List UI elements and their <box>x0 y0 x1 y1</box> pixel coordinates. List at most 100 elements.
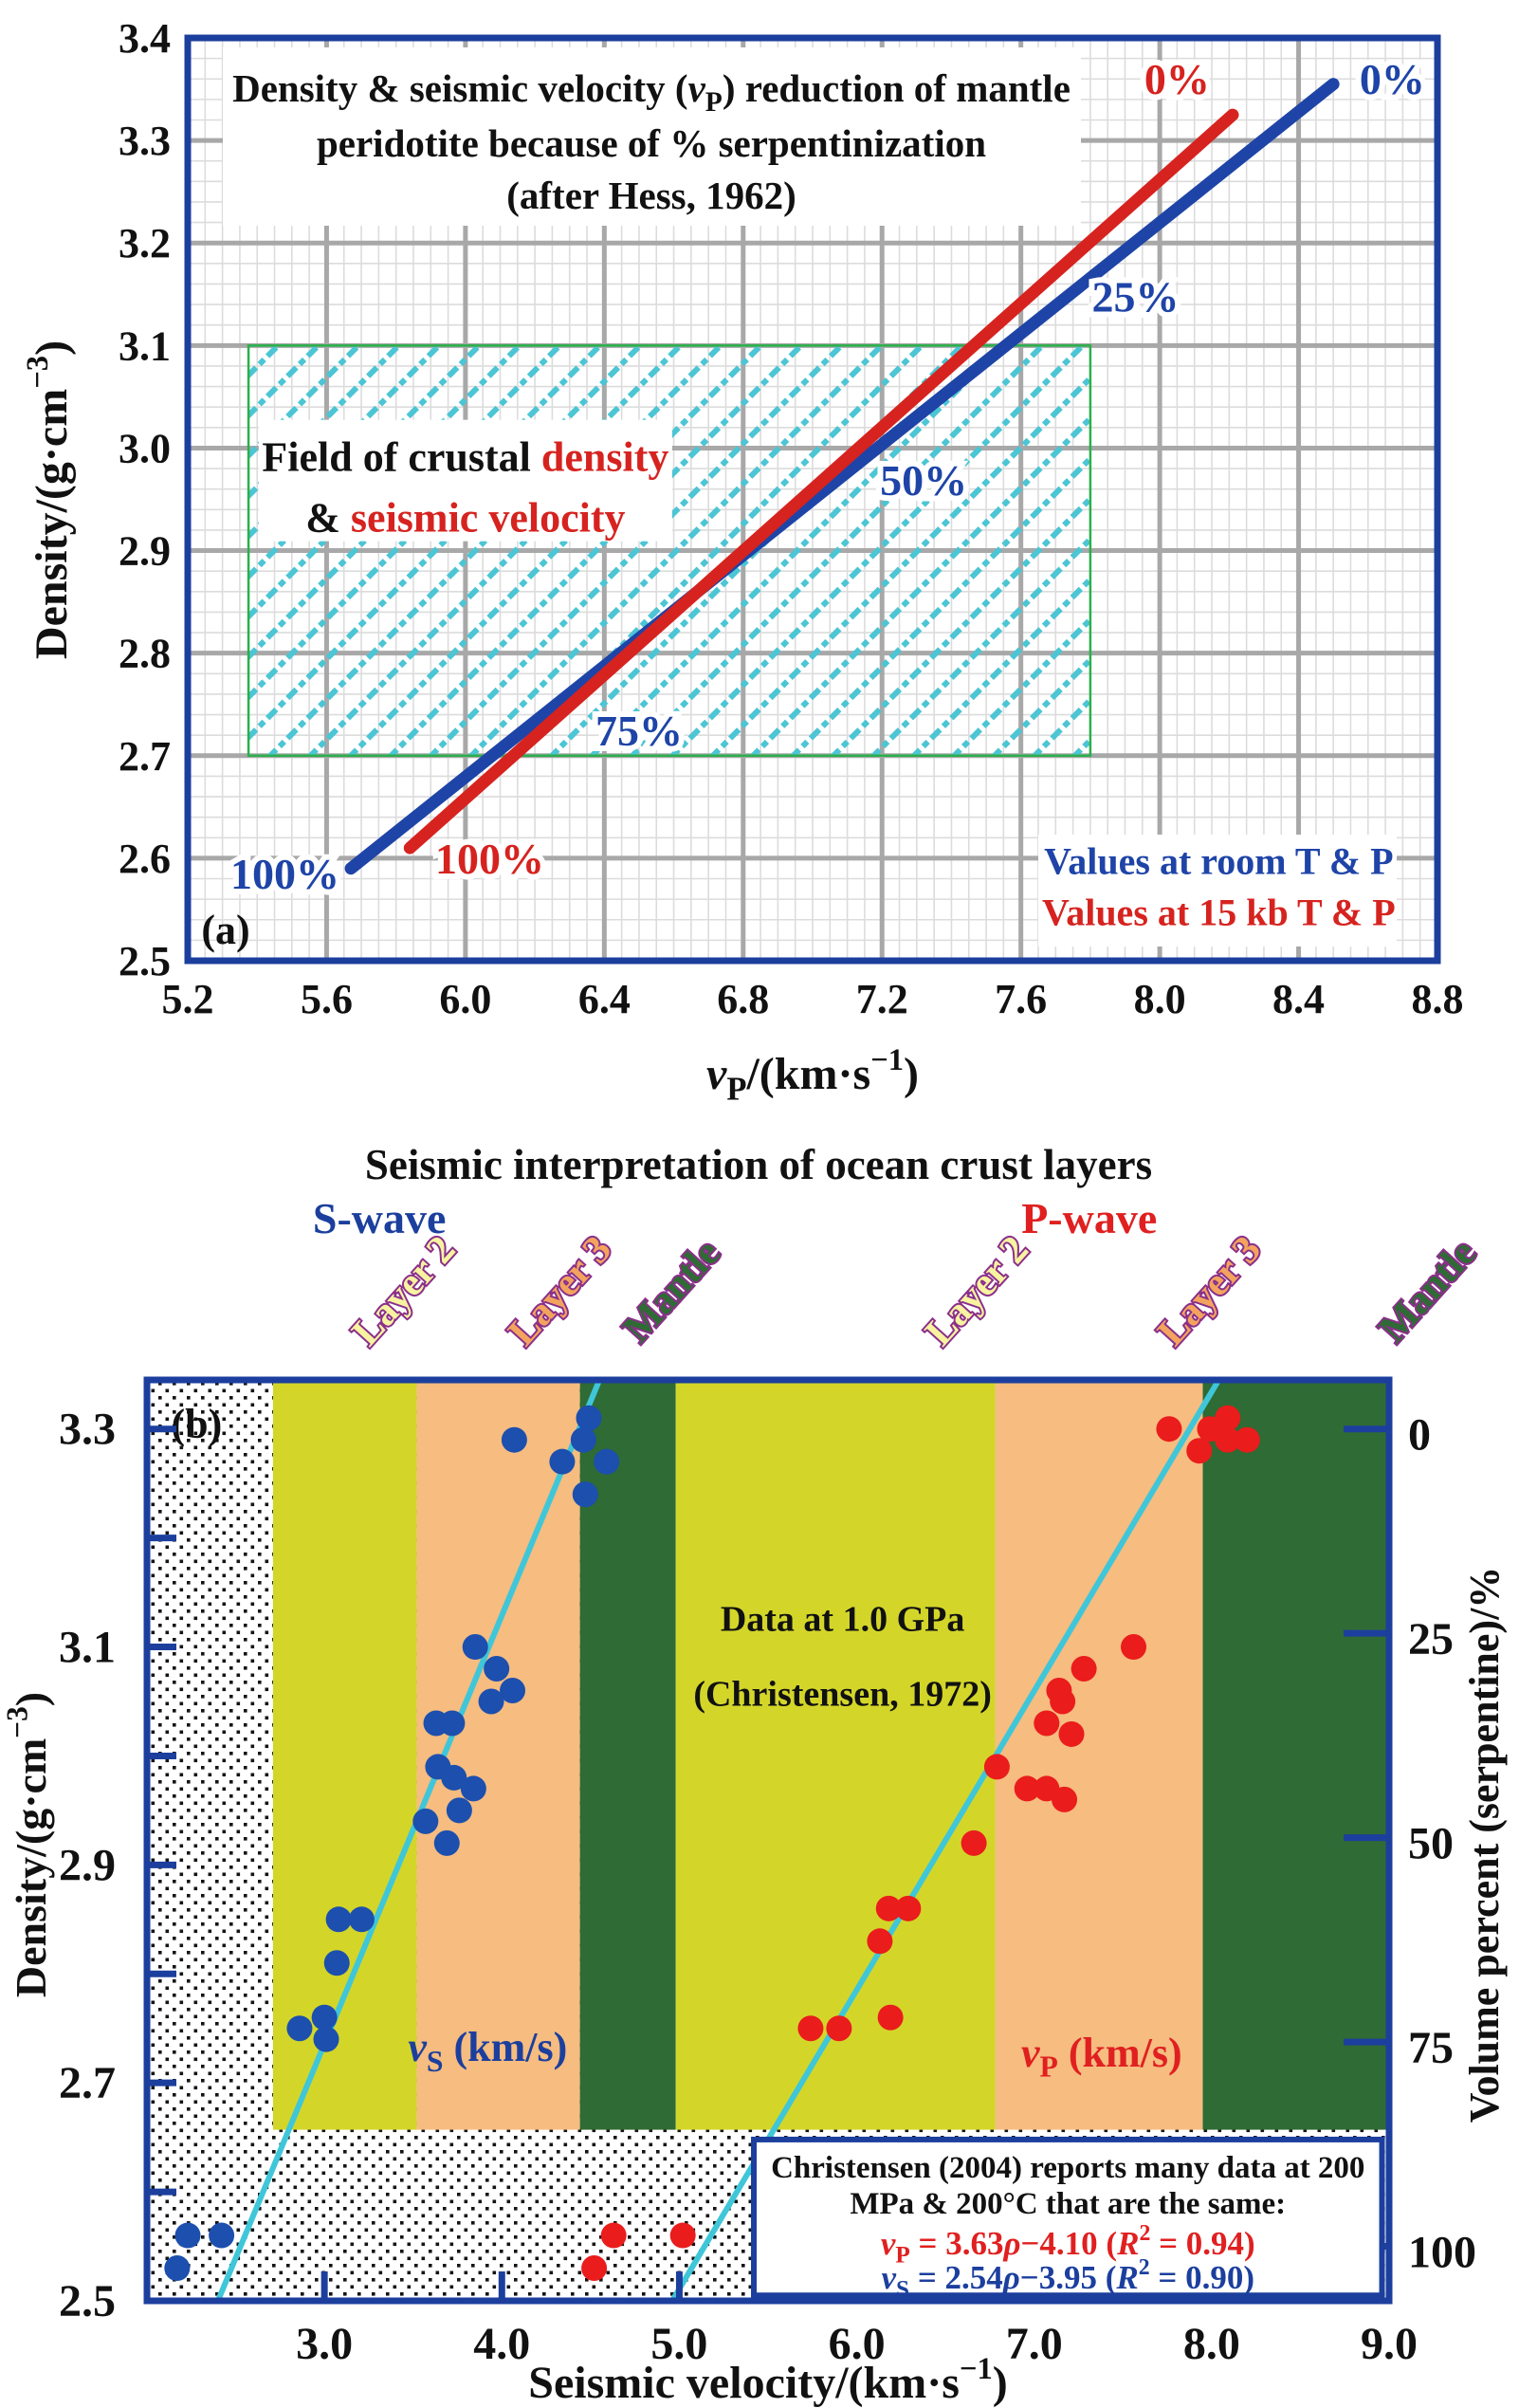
panel-a: Field of crustal density & seismic veloci… <box>21 15 1464 1108</box>
x-tick-label-b: 7.0 <box>1006 2319 1063 2369</box>
x-axis-title-a: vP/(km·s−1) <box>706 1043 919 1108</box>
s-wave-point <box>501 1426 527 1453</box>
y-tick-label-a: 2.9 <box>119 527 171 574</box>
y-tick-label-a: 3.0 <box>119 425 171 471</box>
band-layer2-s <box>272 1380 417 2130</box>
x-tick-label-a: 7.6 <box>995 976 1047 1022</box>
p-wave-point <box>1121 1634 1147 1661</box>
s-wave-point <box>576 1405 602 1431</box>
percent-label-2: 25% <box>1091 272 1179 321</box>
p-wave-point <box>669 2222 696 2249</box>
plot-border-a <box>184 34 1441 965</box>
p-wave-point <box>1052 1786 1078 1812</box>
s-wave-point <box>570 1426 596 1453</box>
plot-border-b <box>143 1376 1393 2305</box>
p-wave-point <box>1156 1416 1182 1443</box>
s-wave-point <box>174 2222 201 2249</box>
s-wave-point <box>313 2026 339 2052</box>
right-tick-label: 0 <box>1408 1409 1431 1460</box>
x-tick-label-b: 8.0 <box>1183 2319 1240 2369</box>
p-wave-point <box>877 2004 904 2031</box>
x-tick-label-b: 4.0 <box>473 2319 530 2369</box>
y-tick-label-b: 2.7 <box>59 2058 116 2108</box>
p-wave-point <box>895 1895 922 1921</box>
p-wave-point <box>1050 1688 1076 1715</box>
note-line2: (Christensen, 1972) <box>693 1675 992 1715</box>
p-wave-point <box>1014 1775 1040 1802</box>
y-tick-label-b: 3.1 <box>59 1622 116 1672</box>
s-wave-point <box>209 2222 235 2249</box>
x-tick-label-a: 8.0 <box>1134 976 1186 1022</box>
s-wave-point <box>500 1677 526 1703</box>
s-wave-point <box>594 1448 620 1475</box>
s-wave-point <box>433 1829 460 1856</box>
band-label-2: Mantle <box>615 1231 729 1351</box>
p-wave-point <box>1071 1656 1097 1682</box>
panel-a-title-line1: Density & seismic velocity (vP) reductio… <box>232 66 1071 118</box>
x-tick-label-b: 3.0 <box>296 2319 353 2369</box>
series-line-15kb-tp <box>403 108 1239 855</box>
s-wave-point <box>286 2015 313 2042</box>
right-axis-title: Volume percent (serpentine)/% <box>1461 1567 1508 2123</box>
panel-b: Seismic interpretation of ocean crust la… <box>1 1141 1508 2408</box>
legend-bg-a <box>1038 835 1397 947</box>
band-label-1: Layer 3 <box>500 1228 620 1354</box>
x-tick-label-a: 6.8 <box>717 976 769 1022</box>
x-tick-label-b: 9.0 <box>1361 2319 1418 2369</box>
s-wave-point <box>549 1448 576 1475</box>
band-mantle-p <box>1202 1380 1389 2130</box>
y-tick-label-a: 2.7 <box>119 732 171 779</box>
crustal-field-text-line1: Field of crustal density <box>262 434 668 481</box>
p-wave-point <box>1215 1426 1241 1453</box>
info-box-eq-s: vS = 2.54ρ−3.95 (R2 = 0.90) <box>882 2255 1255 2302</box>
x-tick-label-a: 5.6 <box>301 976 353 1022</box>
panel-a-title-line2: peridotite because of % serpentinization <box>317 121 986 165</box>
wave-label-s-wave: S-wave <box>313 1194 447 1242</box>
x-tick-label-a: 5.2 <box>162 976 214 1022</box>
s-wave-point <box>325 1906 352 1933</box>
s-wave-point <box>323 1950 350 1976</box>
y-tick-label-b: 2.9 <box>59 1840 116 1890</box>
x-tick-label-b: 6.0 <box>829 2319 886 2369</box>
percent-label-1: 0% <box>1360 55 1425 103</box>
x-tick-label-a: 7.2 <box>856 976 908 1022</box>
x-tick-label-a: 8.8 <box>1412 976 1464 1022</box>
y-axis-title-b: Density/(g·cm−3) <box>1 1692 55 1997</box>
p-wave-point <box>1186 1438 1213 1464</box>
note-line1: Data at 1.0 GPa <box>721 1599 965 1639</box>
band-layer3-p <box>995 1380 1203 2130</box>
title-bg-a <box>223 47 1081 226</box>
panel-b-corner-label: (b) <box>172 1401 223 1447</box>
band-label-5: Mantle <box>1371 1231 1485 1351</box>
p-wave-point <box>1034 1710 1060 1737</box>
series-line-room-tp <box>344 78 1340 875</box>
band-label-0: Layer 2 <box>344 1228 465 1354</box>
x-tick-label-b: 5.0 <box>650 2319 707 2369</box>
p-wave-point <box>1058 1720 1085 1747</box>
p-wave-point <box>581 2255 608 2282</box>
p-wave-point <box>1215 1405 1241 1431</box>
s-wave-point <box>311 2004 338 2031</box>
s-wave-point <box>348 1906 375 1933</box>
band-mantle-s <box>579 1380 676 2130</box>
vp-tag: vP (km/s) <box>1021 2030 1182 2084</box>
y-tick-label-a: 3.2 <box>119 220 171 267</box>
y-tick-label-a: 3.3 <box>119 118 171 164</box>
p-wave-point <box>983 1754 1010 1780</box>
percent-label-5: 100% <box>230 850 339 898</box>
y-tick-label-a: 2.6 <box>119 835 171 881</box>
p-wave-point <box>867 1928 893 1955</box>
right-tick-label: 100 <box>1408 2227 1476 2277</box>
right-tick-label: 50 <box>1408 1818 1454 1868</box>
y-corner-label-b: 2.5 <box>59 2276 116 2326</box>
crustal-field-text-line2: & seismic velocity <box>305 494 625 541</box>
percent-label-0: 0% <box>1144 55 1210 103</box>
right-tick-label: 75 <box>1408 2023 1454 2073</box>
y-tick-label-b: 3.3 <box>59 1404 116 1454</box>
panel-b-header: Seismic interpretation of ocean crust la… <box>365 1141 1152 1188</box>
p-wave-point <box>826 2015 852 2042</box>
p-wave-point <box>600 2222 627 2249</box>
info-box-eq-p: vP = 3.63ρ−4.10 (R2 = 0.94) <box>881 2221 1255 2268</box>
regression-line-s-wave <box>215 1378 602 2303</box>
